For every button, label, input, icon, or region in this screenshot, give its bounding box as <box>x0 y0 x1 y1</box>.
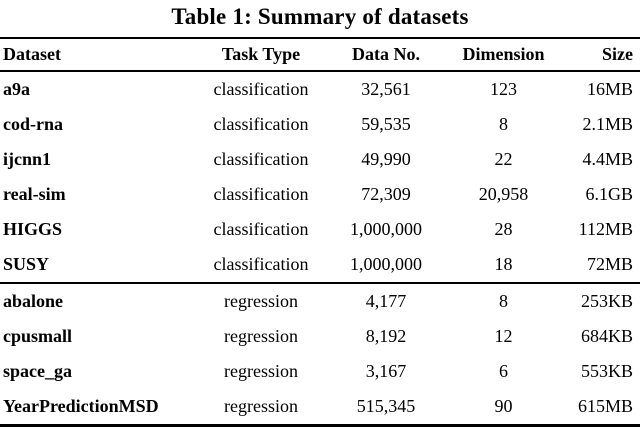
cell-size: 615MB <box>577 396 633 416</box>
cell-dataset-name: ijcnn1 <box>3 149 52 169</box>
table-row: HIGGS classification 1,000,000 28 112MB <box>0 212 640 247</box>
cell-size: 2.1MB <box>582 114 633 134</box>
cell-size: 72MB <box>586 254 633 274</box>
cell-task-type: classification <box>213 149 309 169</box>
table-caption: Table 1: Summary of datasets <box>171 4 469 29</box>
table-row: abalone regression 4,177 8 253KB <box>0 283 640 319</box>
cell-dataset-name: abalone <box>3 291 64 311</box>
cell-dataset-name: YearPredictionMSD <box>3 396 159 416</box>
classification-group: a9a classification 32,561 123 16MB cod-r… <box>0 71 640 283</box>
table-row: YearPredictionMSD regression 515,345 90 … <box>0 389 640 426</box>
cell-task-type: regression <box>224 291 298 311</box>
cell-dimension: 90 <box>494 396 513 416</box>
table-row: a9a classification 32,561 123 16MB <box>0 71 640 107</box>
cell-task-type: regression <box>224 396 298 416</box>
cell-data-no: 515,345 <box>356 396 416 416</box>
cell-dimension: 6 <box>499 361 508 381</box>
column-header-dataset: Dataset <box>3 44 61 64</box>
cell-size: 16MB <box>586 79 633 99</box>
cell-dataset-name: cpusmall <box>3 326 73 346</box>
cell-data-no: 32,561 <box>361 79 411 99</box>
cell-data-no: 4,177 <box>365 291 407 311</box>
cell-size: 684KB <box>580 326 633 346</box>
cell-size: 112MB <box>578 219 633 239</box>
table-row: cod-rna classification 59,535 8 2.1MB <box>0 107 640 142</box>
table-row: ijcnn1 classification 49,990 22 4.4MB <box>0 142 640 177</box>
cell-dimension: 28 <box>494 219 513 239</box>
cell-data-no: 1,000,000 <box>350 254 422 274</box>
cell-data-no: 3,167 <box>365 361 407 381</box>
cell-dimension: 12 <box>494 326 513 346</box>
column-header-dimension: Dimension <box>462 44 545 64</box>
table-row: space_ga regression 3,167 6 553KB <box>0 354 640 389</box>
table-row: cpusmall regression 8,192 12 684KB <box>0 319 640 354</box>
cell-size: 253KB <box>580 291 633 311</box>
cell-dimension: 8 <box>499 291 508 311</box>
cell-dimension: 18 <box>494 254 513 274</box>
datasets-table: Dataset Task Type Data No. Dimension Siz… <box>0 37 640 427</box>
cell-size: 553KB <box>580 361 633 381</box>
table-header: Dataset Task Type Data No. Dimension Siz… <box>0 38 640 71</box>
cell-dimension: 22 <box>494 149 513 169</box>
cell-dataset-name: SUSY <box>3 254 50 274</box>
table-row: real-sim classification 72,309 20,958 6.… <box>0 177 640 212</box>
cell-data-no: 59,535 <box>361 114 411 134</box>
cell-task-type: classification <box>213 219 309 239</box>
cell-data-no: 49,990 <box>361 149 411 169</box>
column-header-size: Size <box>602 44 633 64</box>
cell-task-type: regression <box>224 326 298 346</box>
cell-dimension: 123 <box>490 79 517 99</box>
regression-group: abalone regression 4,177 8 253KB cpusmal… <box>0 283 640 426</box>
cell-task-type: classification <box>213 114 309 134</box>
header-row: Dataset Task Type Data No. Dimension Siz… <box>0 38 640 71</box>
cell-task-type: classification <box>213 184 309 204</box>
column-header-data-no: Data No. <box>352 44 420 64</box>
cell-data-no: 1,000,000 <box>350 219 422 239</box>
cell-data-no: 72,309 <box>361 184 411 204</box>
cell-data-no: 8,192 <box>365 326 407 346</box>
cell-dataset-name: cod-rna <box>3 114 63 134</box>
cell-dataset-name: real-sim <box>3 184 66 204</box>
cell-task-type: classification <box>213 254 309 274</box>
cell-task-type: regression <box>224 361 298 381</box>
cell-dimension: 8 <box>499 114 508 134</box>
cell-dataset-name: a9a <box>3 79 30 99</box>
cell-size: 6.1GB <box>585 184 633 204</box>
table-row: SUSY classification 1,000,000 18 72MB <box>0 247 640 283</box>
cell-dimension: 20,958 <box>478 184 529 204</box>
cell-dataset-name: HIGGS <box>3 219 63 239</box>
cell-dataset-name: space_ga <box>3 361 72 381</box>
column-header-task-type: Task Type <box>221 44 301 64</box>
cell-size: 4.4MB <box>582 149 633 169</box>
cell-task-type: classification <box>213 79 309 99</box>
